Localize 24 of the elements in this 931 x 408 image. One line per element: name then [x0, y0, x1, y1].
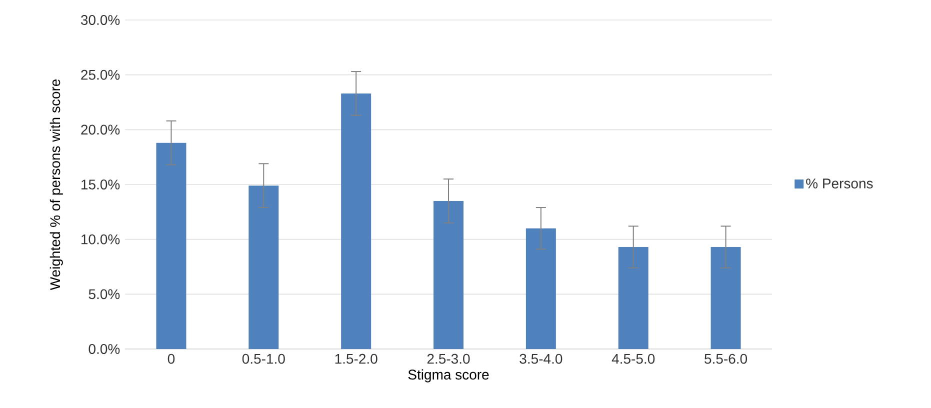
y-tick-label: 15.0%: [82, 180, 120, 190]
x-tick-label: 0: [168, 354, 175, 364]
y-tick-label: 0.0%: [88, 344, 120, 354]
y-tick-label: 30.0%: [80, 15, 120, 25]
y-tick-label: 20.0%: [81, 124, 120, 135]
bar: [156, 142, 186, 349]
bar: [341, 93, 372, 349]
x-tick-label: 1.5-2.0: [335, 354, 378, 364]
x-tick-label: 3.5-4.0: [520, 354, 562, 364]
y-tick-label: 10.0%: [82, 234, 120, 244]
legend-label: % Persons: [806, 178, 873, 188]
bar: [618, 247, 648, 349]
x-tick-label: 4.5-5.0: [612, 354, 655, 364]
x-tick-label: 5.5-6.0: [704, 354, 748, 364]
bar: [526, 228, 556, 349]
x-tick-label: 2.5-3.0: [427, 354, 470, 364]
x-axis-title: Stigma score: [408, 369, 489, 382]
bar: [248, 186, 279, 349]
bar: [710, 247, 741, 349]
y-tick-label: 5.0%: [88, 289, 120, 300]
bar: [434, 200, 464, 349]
y-axis-title: Weighted % of persons with score: [50, 79, 63, 290]
x-tick-label: 0.5-1.0: [242, 354, 285, 364]
y-tick-label: 25.0%: [81, 70, 120, 80]
